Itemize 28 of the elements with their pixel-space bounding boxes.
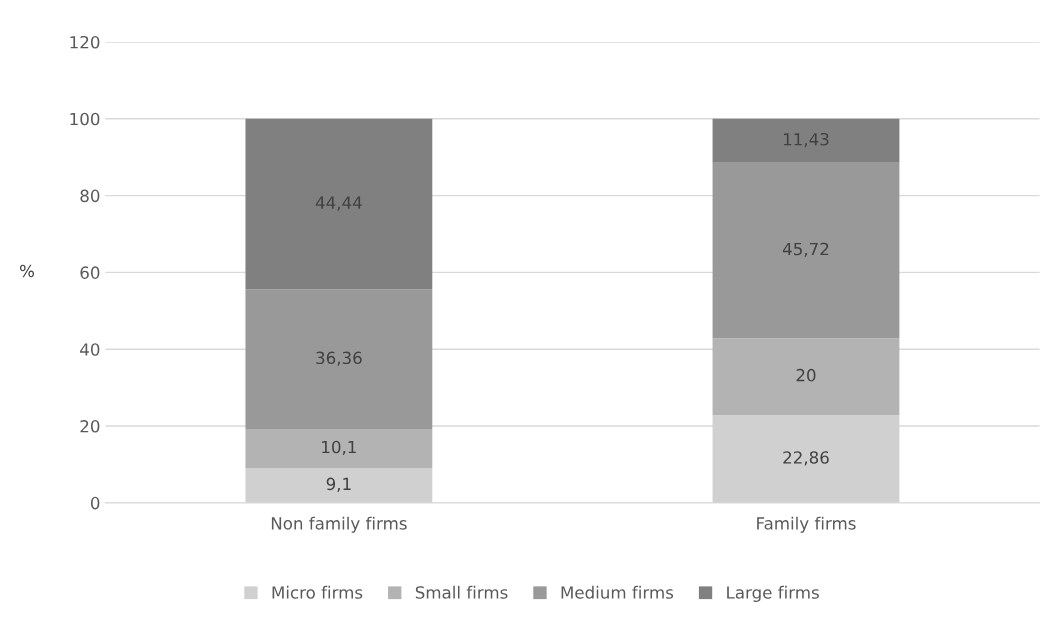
y-tick-label: 0 xyxy=(90,496,100,510)
data-label: 45,72 xyxy=(782,242,829,257)
y-tick-label: 100 xyxy=(70,112,100,126)
data-label: 9,1 xyxy=(326,477,351,492)
y-tick-label: 60 xyxy=(80,266,100,279)
x-tick-label: Family firms xyxy=(757,516,856,533)
legend-label: Small firms xyxy=(415,585,508,599)
y-tick-label: 40 xyxy=(80,343,100,356)
bar xyxy=(712,118,900,163)
data-label: 36,36 xyxy=(316,351,362,366)
bar xyxy=(712,162,900,339)
y-axis-title: % xyxy=(20,264,34,278)
legend-label: Medium firms xyxy=(561,585,674,599)
y-tick-label: 80 xyxy=(80,189,100,203)
data-label: 44,44 xyxy=(315,196,362,211)
bar xyxy=(245,429,433,468)
y-tick-label: 20 xyxy=(80,420,100,433)
data-label: 22,86 xyxy=(783,451,829,466)
data-label: 10,1 xyxy=(322,440,356,456)
bar xyxy=(245,289,433,430)
bar xyxy=(712,338,900,416)
bar xyxy=(245,118,433,290)
x-tick-label: Non family firms xyxy=(271,516,407,533)
data-label: 11,43 xyxy=(783,132,829,148)
y-tick-label: 120 xyxy=(70,35,100,49)
legend-label: Large firms xyxy=(727,585,819,602)
legend-label: Micro firms xyxy=(272,585,363,599)
data-label: 20 xyxy=(796,368,816,382)
